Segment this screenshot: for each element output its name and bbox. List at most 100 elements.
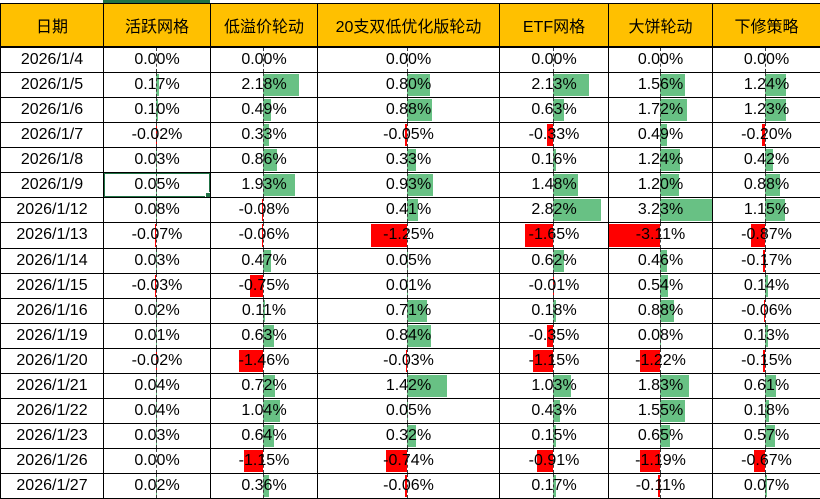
value-cell-downward-revision-strategy[interactable]: -0.06% bbox=[713, 298, 820, 324]
date-cell[interactable]: 2026/1/26 bbox=[1, 449, 104, 475]
value-cell-downward-revision-strategy[interactable]: -0.17% bbox=[713, 248, 820, 274]
value-cell-active-grid[interactable]: 0.00% bbox=[104, 48, 211, 74]
header-cell-downward-revision-strategy[interactable]: 下修策略 bbox=[713, 4, 820, 46]
date-cell[interactable]: 2026/1/19 bbox=[1, 323, 104, 349]
value-cell-big-pie-rotation[interactable]: 0.88% bbox=[609, 298, 713, 324]
value-cell-low-premium-rotation[interactable]: 1.04% bbox=[211, 398, 318, 424]
value-cell-active-grid[interactable]: 0.03% bbox=[104, 148, 211, 174]
fill-handle[interactable] bbox=[205, 192, 210, 198]
value-cell-big-pie-rotation[interactable]: 0.08% bbox=[609, 323, 713, 349]
value-cell-active-grid[interactable]: -0.02% bbox=[104, 123, 211, 149]
value-cell-big-pie-rotation[interactable]: 0.00% bbox=[609, 48, 713, 74]
value-cell-downward-revision-strategy[interactable]: 0.61% bbox=[713, 373, 820, 399]
value-cell-20-double-low-optimized-rotation[interactable]: 0.05% bbox=[318, 398, 500, 424]
value-cell-big-pie-rotation[interactable]: 1.24% bbox=[609, 148, 713, 174]
value-cell-big-pie-rotation[interactable]: 1.55% bbox=[609, 398, 713, 424]
value-cell-active-grid[interactable]: 0.08% bbox=[104, 198, 211, 224]
date-cell[interactable]: 2026/1/15 bbox=[1, 273, 104, 299]
value-cell-big-pie-rotation[interactable]: -3.11% bbox=[609, 223, 713, 249]
value-cell-big-pie-rotation[interactable]: 1.72% bbox=[609, 98, 713, 124]
value-cell-etf-grid[interactable]: 0.62% bbox=[500, 248, 609, 274]
date-cell[interactable]: 2026/1/23 bbox=[1, 423, 104, 449]
value-cell-downward-revision-strategy[interactable]: 0.18% bbox=[713, 398, 820, 424]
value-cell-20-double-low-optimized-rotation[interactable]: 0.01% bbox=[318, 273, 500, 299]
value-cell-20-double-low-optimized-rotation[interactable]: 0.33% bbox=[318, 148, 500, 174]
date-cell[interactable]: 2026/1/21 bbox=[1, 373, 104, 399]
value-cell-etf-grid[interactable]: -0.35% bbox=[500, 323, 609, 349]
value-cell-active-grid[interactable]: 0.10% bbox=[104, 98, 211, 124]
value-cell-big-pie-rotation[interactable]: -0.11% bbox=[609, 474, 713, 499]
value-cell-big-pie-rotation[interactable]: 3.23% bbox=[609, 198, 713, 224]
header-cell-etf-grid[interactable]: ETF网格 bbox=[500, 4, 609, 46]
value-cell-downward-revision-strategy[interactable]: -0.67% bbox=[713, 449, 820, 475]
value-cell-low-premium-rotation[interactable]: -0.08% bbox=[211, 198, 318, 224]
value-cell-downward-revision-strategy[interactable]: 0.07% bbox=[713, 474, 820, 499]
date-cell[interactable]: 2026/1/22 bbox=[1, 398, 104, 424]
value-cell-big-pie-rotation[interactable]: 0.49% bbox=[609, 123, 713, 149]
value-cell-big-pie-rotation[interactable]: 1.56% bbox=[609, 73, 713, 99]
date-cell[interactable]: 2026/1/27 bbox=[1, 474, 104, 499]
value-cell-20-double-low-optimized-rotation[interactable]: 0.05% bbox=[318, 248, 500, 274]
value-cell-20-double-low-optimized-rotation[interactable]: 0.71% bbox=[318, 298, 500, 324]
value-cell-low-premium-rotation[interactable]: 0.33% bbox=[211, 123, 318, 149]
header-cell-date[interactable]: 日期 bbox=[1, 4, 104, 46]
date-cell[interactable]: 2026/1/6 bbox=[1, 98, 104, 124]
value-cell-20-double-low-optimized-rotation[interactable]: 0.00% bbox=[318, 48, 500, 74]
value-cell-downward-revision-strategy[interactable]: -0.87% bbox=[713, 223, 820, 249]
value-cell-low-premium-rotation[interactable]: 0.49% bbox=[211, 98, 318, 124]
value-cell-low-premium-rotation[interactable]: 0.72% bbox=[211, 373, 318, 399]
date-cell[interactable]: 2026/1/16 bbox=[1, 298, 104, 324]
value-cell-active-grid[interactable]: 0.04% bbox=[104, 373, 211, 399]
value-cell-downward-revision-strategy[interactable]: 1.15% bbox=[713, 198, 820, 224]
value-cell-etf-grid[interactable]: -1.15% bbox=[500, 348, 609, 374]
value-cell-big-pie-rotation[interactable]: 0.54% bbox=[609, 273, 713, 299]
value-cell-active-grid[interactable]: 0.04% bbox=[104, 398, 211, 424]
value-cell-20-double-low-optimized-rotation[interactable]: -0.03% bbox=[318, 348, 500, 374]
value-cell-etf-grid[interactable]: 0.43% bbox=[500, 398, 609, 424]
value-cell-low-premium-rotation[interactable]: 0.64% bbox=[211, 423, 318, 449]
value-cell-active-grid[interactable]: 0.02% bbox=[104, 474, 211, 499]
value-cell-low-premium-rotation[interactable]: 2.18% bbox=[211, 73, 318, 99]
value-cell-low-premium-rotation[interactable]: -0.06% bbox=[211, 223, 318, 249]
value-cell-20-double-low-optimized-rotation[interactable]: 0.88% bbox=[318, 98, 500, 124]
value-cell-20-double-low-optimized-rotation[interactable]: 0.32% bbox=[318, 423, 500, 449]
value-cell-active-grid[interactable]: -0.07% bbox=[104, 223, 211, 249]
date-cell[interactable]: 2026/1/12 bbox=[1, 198, 104, 224]
value-cell-low-premium-rotation[interactable]: 0.00% bbox=[211, 48, 318, 74]
value-cell-big-pie-rotation[interactable]: 0.46% bbox=[609, 248, 713, 274]
value-cell-low-premium-rotation[interactable]: -1.15% bbox=[211, 449, 318, 475]
value-cell-etf-grid[interactable]: 0.17% bbox=[500, 474, 609, 499]
value-cell-low-premium-rotation[interactable]: -1.46% bbox=[211, 348, 318, 374]
value-cell-etf-grid[interactable]: 0.63% bbox=[500, 98, 609, 124]
value-cell-etf-grid[interactable]: 1.48% bbox=[500, 173, 609, 199]
value-cell-20-double-low-optimized-rotation[interactable]: -1.25% bbox=[318, 223, 500, 249]
value-cell-active-grid[interactable]: 0.02% bbox=[104, 298, 211, 324]
value-cell-downward-revision-strategy[interactable]: 0.00% bbox=[713, 48, 820, 74]
value-cell-20-double-low-optimized-rotation[interactable]: -0.74% bbox=[318, 449, 500, 475]
value-cell-low-premium-rotation[interactable]: 0.47% bbox=[211, 248, 318, 274]
value-cell-etf-grid[interactable]: 2.82% bbox=[500, 198, 609, 224]
value-cell-active-grid[interactable]: -0.03% bbox=[104, 273, 211, 299]
value-cell-etf-grid[interactable]: 2.13% bbox=[500, 73, 609, 99]
header-cell-20-double-low-optimized-rotation[interactable]: 20支双低优化版轮动 bbox=[318, 4, 500, 46]
header-cell-active-grid[interactable]: 活跃网格 bbox=[104, 4, 211, 46]
value-cell-etf-grid[interactable]: -0.91% bbox=[500, 449, 609, 475]
value-cell-low-premium-rotation[interactable]: 0.36% bbox=[211, 474, 318, 499]
value-cell-big-pie-rotation[interactable]: 1.83% bbox=[609, 373, 713, 399]
value-cell-20-double-low-optimized-rotation[interactable]: 0.80% bbox=[318, 73, 500, 99]
date-cell[interactable]: 2026/1/14 bbox=[1, 248, 104, 274]
value-cell-etf-grid[interactable]: 0.16% bbox=[500, 148, 609, 174]
value-cell-downward-revision-strategy[interactable]: 1.24% bbox=[713, 73, 820, 99]
value-cell-etf-grid[interactable]: 0.18% bbox=[500, 298, 609, 324]
value-cell-etf-grid[interactable]: 1.03% bbox=[500, 373, 609, 399]
value-cell-etf-grid[interactable]: 0.15% bbox=[500, 423, 609, 449]
value-cell-downward-revision-strategy[interactable]: -0.15% bbox=[713, 348, 820, 374]
value-cell-low-premium-rotation[interactable]: 0.86% bbox=[211, 148, 318, 174]
date-cell[interactable]: 2026/1/13 bbox=[1, 223, 104, 249]
header-cell-big-pie-rotation[interactable]: 大饼轮动 bbox=[609, 4, 713, 46]
value-cell-20-double-low-optimized-rotation[interactable]: 1.42% bbox=[318, 373, 500, 399]
value-cell-low-premium-rotation[interactable]: 0.63% bbox=[211, 323, 318, 349]
value-cell-etf-grid[interactable]: 0.00% bbox=[500, 48, 609, 74]
value-cell-big-pie-rotation[interactable]: -1.19% bbox=[609, 449, 713, 475]
date-cell[interactable]: 2026/1/9 bbox=[1, 173, 104, 199]
